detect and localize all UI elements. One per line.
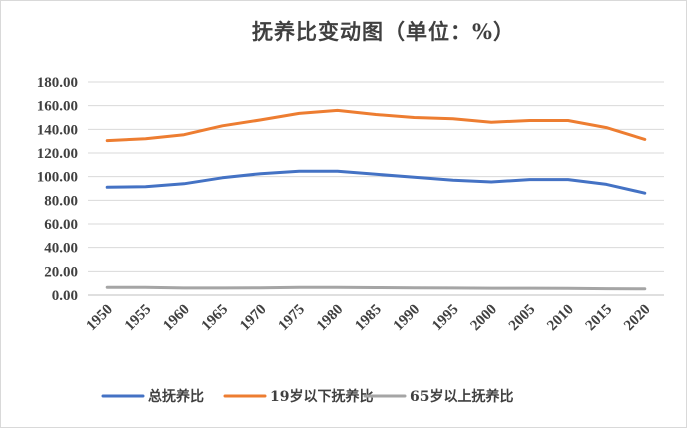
series-line-2 — [105, 285, 647, 291]
y-tick-label: 80.00 — [44, 193, 78, 209]
x-tick-label: 1975 — [276, 302, 309, 335]
chart-title: 抚养比变动图（单位：%） — [252, 19, 515, 44]
x-tick-label: 1965 — [199, 302, 232, 335]
x-tick-label: 1950 — [84, 302, 117, 335]
legend-label: 总抚养比 — [148, 388, 204, 405]
series-lines — [105, 108, 647, 291]
y-tick-label: 100.00 — [37, 170, 78, 186]
x-tick-label: 2015 — [583, 302, 616, 335]
y-tick-label: 40.00 — [44, 241, 78, 257]
series-line-0 — [105, 169, 647, 195]
x-tick-label: 1955 — [122, 302, 155, 335]
x-tick-label: 2000 — [468, 302, 501, 335]
y-axis-ticks: 0.00 20.00 40.00 60.00 80.00 100.00 120.00 140.… — [37, 75, 78, 304]
y-tick-label: 140.00 — [37, 122, 78, 138]
x-tick-label: 1970 — [237, 302, 270, 335]
x-tick-label: 1990 — [391, 302, 424, 335]
x-tick-label: 1960 — [160, 302, 193, 335]
y-tick-label: 20.00 — [44, 264, 78, 280]
x-tick-label: 1985 — [352, 302, 385, 335]
legend: 总抚养比 19岁以下抚养比 65岁以上抚养比 — [101, 388, 513, 405]
y-tick-label: 0.00 — [52, 288, 78, 304]
x-axis-ticks: 1950 1955 1960 1965 1970 1975 1980 1985 1990 1995… — [84, 302, 654, 335]
series-line-1 — [105, 108, 647, 143]
x-tick-label: 2005 — [506, 302, 539, 335]
y-tick-label: 160.00 — [37, 99, 78, 115]
x-tick-label: 1995 — [429, 302, 462, 335]
legend-label: 19岁以下抚养比 — [270, 388, 373, 405]
y-tick-label: 180.00 — [37, 75, 78, 91]
x-tick-label: 1980 — [314, 302, 347, 335]
y-tick-label: 120.00 — [37, 146, 78, 162]
x-tick-label: 2020 — [621, 302, 654, 335]
legend-label: 65岁以上抚养比 — [410, 388, 513, 405]
y-tick-label: 60.00 — [44, 217, 78, 233]
gridlines — [88, 81, 664, 296]
x-tick-label: 2010 — [544, 302, 577, 335]
